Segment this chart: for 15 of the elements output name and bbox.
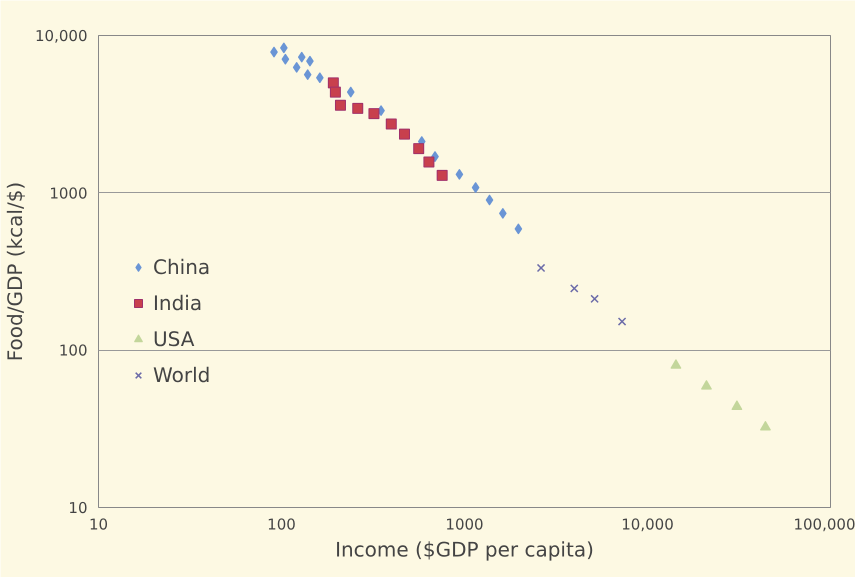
x-tick-label: 10,000 xyxy=(621,516,674,534)
legend-label: China xyxy=(153,255,210,279)
x-axis-title: Income ($GDP per capita) xyxy=(335,538,594,562)
x-tick-label: 10 xyxy=(88,516,108,534)
y-tick-label: 10,000 xyxy=(35,27,88,45)
y-tick-label: 100 xyxy=(58,342,88,360)
legend-label: USA xyxy=(153,327,194,351)
y-axis-title: Food/GDP (kcal/$) xyxy=(3,182,28,362)
legend-label: World xyxy=(153,363,210,387)
y-tick-label: 1000 xyxy=(49,184,88,202)
x-tick-label: 1000 xyxy=(445,516,484,534)
x-tick-label: 100 xyxy=(267,516,296,534)
legend-label: India xyxy=(153,291,202,315)
y-tick-label: 10 xyxy=(68,499,88,517)
x-tick-label: 100,000 xyxy=(793,516,855,534)
